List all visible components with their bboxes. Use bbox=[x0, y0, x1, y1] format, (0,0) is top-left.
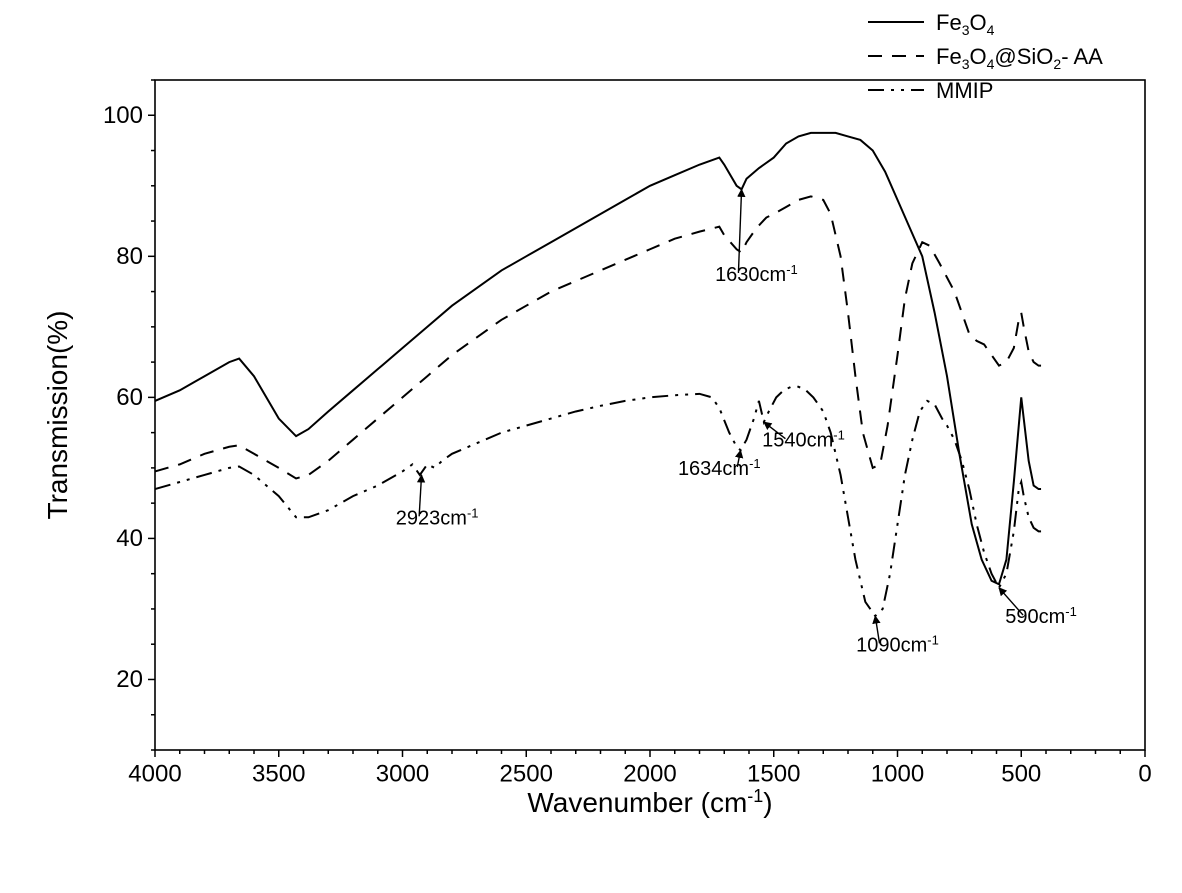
svg-text:3500: 3500 bbox=[252, 761, 305, 788]
series-fe3o4_sio2_aa bbox=[155, 196, 1041, 478]
annotation-label: 1540cm-1 bbox=[762, 427, 845, 452]
annotation-label: 1634cm-1 bbox=[678, 455, 761, 480]
ftir-chart: 0 500 1000 1500 2000 2500 3000 3500 4000 20 40 60 80… bbox=[0, 0, 1182, 893]
svg-text:Transmission(%): Transmission(%) bbox=[42, 311, 73, 520]
svg-text:Wavenumber (cm-1): Wavenumber (cm-1) bbox=[527, 786, 772, 818]
series-fe3o4 bbox=[155, 133, 1041, 584]
svg-text:20: 20 bbox=[116, 666, 143, 693]
annotation-label: 1630cm-1 bbox=[715, 262, 798, 287]
svg-text:1500: 1500 bbox=[747, 761, 800, 788]
annotation-label: 590cm-1 bbox=[1005, 604, 1077, 629]
svg-text:40: 40 bbox=[116, 525, 143, 552]
legend-label: MMIP bbox=[936, 78, 993, 103]
svg-text:0: 0 bbox=[1138, 761, 1151, 788]
svg-text:80: 80 bbox=[116, 243, 143, 270]
svg-text:60: 60 bbox=[116, 384, 143, 411]
series-mmip bbox=[155, 387, 1041, 616]
svg-text:2500: 2500 bbox=[500, 761, 553, 788]
chart-container: 0 500 1000 1500 2000 2500 3000 3500 4000 20 40 60 80… bbox=[0, 0, 1182, 893]
svg-text:1000: 1000 bbox=[871, 761, 924, 788]
svg-text:3000: 3000 bbox=[376, 761, 429, 788]
legend: Fe3O4 Fe3O4@SiO2- AA MMIP bbox=[868, 10, 1103, 103]
annotation-label: 2923cm-1 bbox=[396, 505, 479, 530]
svg-text:2000: 2000 bbox=[623, 761, 676, 788]
annotation-arrow bbox=[738, 189, 741, 273]
svg-text:100: 100 bbox=[103, 102, 143, 129]
svg-text:4000: 4000 bbox=[128, 761, 181, 788]
legend-label: Fe3O4 bbox=[936, 10, 995, 39]
legend-label: Fe3O4@SiO2- AA bbox=[936, 44, 1103, 73]
annotation-label: 1090cm-1 bbox=[856, 632, 939, 657]
svg-text:500: 500 bbox=[1001, 761, 1041, 788]
